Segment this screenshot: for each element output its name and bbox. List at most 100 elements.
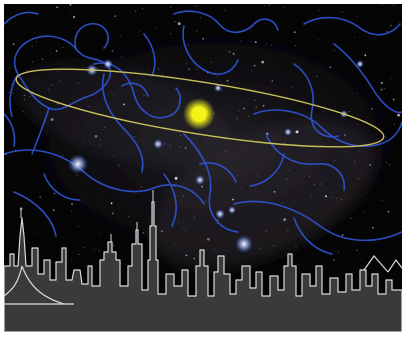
star: [295, 245, 297, 247]
star: [200, 17, 202, 18]
star: [143, 94, 145, 96]
star: [250, 29, 252, 31]
star: [371, 108, 373, 110]
star-field: [4, 4, 400, 265]
star: [248, 115, 250, 117]
constellation-figure-center-lower: [183, 133, 239, 233]
star: [364, 54, 367, 57]
star: [329, 66, 332, 69]
star: [142, 8, 143, 10]
star: [341, 234, 344, 237]
star: [174, 21, 176, 22]
star: [348, 111, 350, 113]
star: [121, 56, 123, 58]
star: [183, 195, 185, 197]
star: [287, 230, 289, 232]
star: [23, 95, 25, 96]
star: [187, 44, 189, 46]
star: [50, 118, 54, 121]
star: [113, 245, 115, 247]
star: [71, 203, 73, 206]
star: [224, 9, 226, 11]
star: [56, 6, 59, 9]
constellation-figure-top-center: [173, 10, 279, 34]
star: [259, 247, 261, 249]
star: [356, 15, 358, 17]
milky-way-band: [14, 34, 402, 274]
star: [332, 259, 335, 261]
star: [265, 23, 267, 25]
star: [111, 50, 114, 52]
star: [380, 88, 383, 91]
star: [288, 169, 290, 171]
star: [390, 24, 392, 27]
star: [232, 198, 234, 201]
star: [295, 130, 299, 134]
star: [13, 93, 15, 94]
star: [102, 129, 104, 131]
constellation-figure-right-mid: [253, 109, 402, 148]
star: [380, 82, 383, 84]
star: [316, 76, 318, 78]
star: [272, 245, 274, 247]
star: [94, 135, 98, 138]
star: [178, 101, 180, 103]
constellation-figure-left-lower: [4, 149, 205, 205]
star: [386, 30, 388, 32]
star: [178, 221, 180, 223]
star: [309, 176, 311, 177]
star: [185, 230, 187, 232]
star: [195, 5, 197, 7]
star: [186, 244, 188, 246]
star: [104, 126, 106, 128]
bright-stars: [68, 59, 364, 253]
star: [140, 186, 142, 188]
star: [179, 135, 181, 137]
star: [269, 4, 271, 6]
star: [226, 79, 229, 82]
star: [161, 77, 163, 79]
star: [292, 86, 293, 88]
star: [120, 263, 122, 265]
star: [238, 110, 240, 112]
star: [89, 105, 91, 107]
star: [372, 226, 374, 229]
star: [120, 35, 122, 37]
star: [204, 200, 206, 202]
star: [111, 212, 114, 215]
star: [264, 5, 265, 7]
star: [135, 10, 137, 12]
star: [196, 68, 198, 70]
star: [365, 199, 367, 201]
star: [154, 27, 156, 28]
star: [170, 146, 172, 148]
star: [201, 185, 204, 188]
star: [381, 200, 383, 202]
star: [59, 80, 61, 82]
star: [356, 250, 358, 251]
star: [76, 174, 78, 176]
star: [134, 136, 135, 138]
star: [283, 218, 287, 222]
star: [286, 178, 288, 180]
star: [138, 30, 140, 32]
star: [357, 93, 358, 95]
star: [386, 161, 388, 163]
star: [344, 134, 346, 137]
constellation-figure-twins: [93, 62, 181, 119]
star: [236, 118, 238, 120]
star: [4, 130, 5, 132]
star: [70, 13, 72, 15]
star: [158, 68, 159, 70]
star: [71, 259, 73, 261]
star: [341, 198, 343, 200]
star: [77, 82, 79, 84]
star: [327, 163, 329, 165]
star: [266, 132, 269, 135]
star: [77, 226, 79, 227]
star: [174, 242, 176, 244]
star: [196, 30, 198, 32]
star: [114, 15, 117, 17]
star: [392, 259, 394, 261]
